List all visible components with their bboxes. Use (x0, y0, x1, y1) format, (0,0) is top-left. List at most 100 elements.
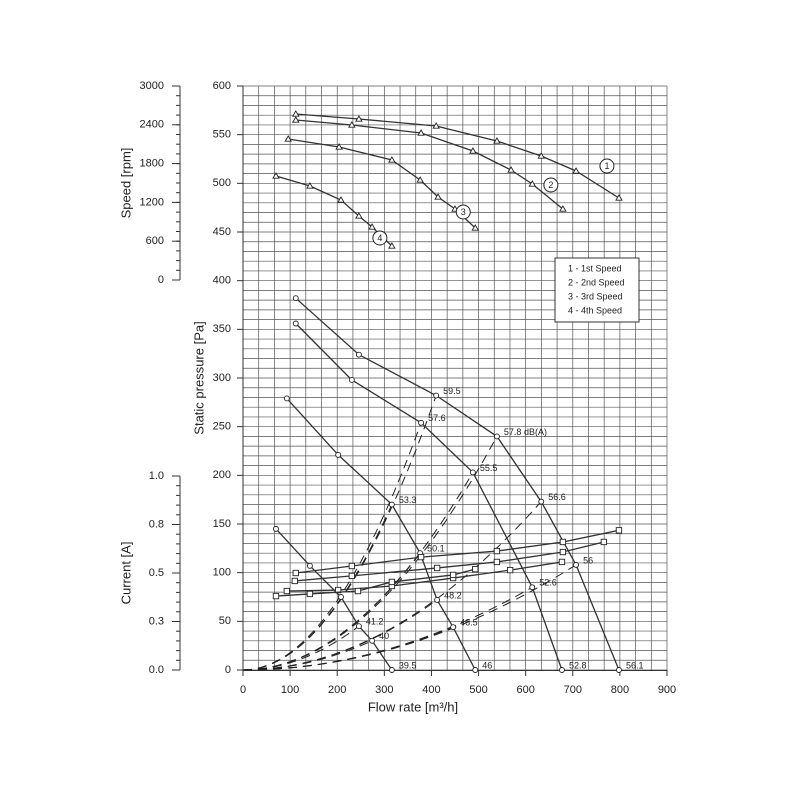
y-axis-label: Static pressure [Pa] (191, 321, 206, 434)
point (493, 137, 501, 144)
x-tick-label: 800 (611, 684, 629, 696)
point (615, 194, 623, 201)
point (306, 590, 314, 598)
noise-label: 55.5 (480, 463, 498, 473)
point (472, 667, 479, 673)
y-tick-label: 50 (219, 615, 231, 627)
point (283, 587, 290, 595)
curve-tag-circle (543, 177, 559, 193)
noise-label: 39.5 (399, 660, 417, 670)
speed-tick-label: 1800 (140, 158, 164, 170)
noise-label: 57.8 dB(A) (504, 427, 547, 437)
point (355, 623, 362, 630)
current-axis-label: Current [A] (118, 542, 133, 605)
point (469, 147, 477, 154)
x-tick-label: 400 (422, 684, 440, 696)
noise-label: 50.1 (427, 544, 445, 554)
point (306, 562, 313, 569)
point (337, 196, 345, 203)
series-line (286, 561, 563, 592)
point (600, 538, 608, 546)
point (335, 143, 343, 150)
y-tick-label: 200 (213, 469, 231, 481)
point (335, 451, 342, 458)
series-line (275, 568, 476, 597)
x-tick-label: 900 (658, 684, 676, 696)
y-tick-label: 0 (225, 664, 231, 676)
noise-label: 53.3 (399, 495, 417, 505)
point (348, 121, 356, 128)
current-tick-label: 0.8 (149, 518, 164, 530)
point (433, 564, 441, 572)
speed-tick-label: 2400 (140, 119, 164, 131)
speed-tick-label: 600 (146, 235, 164, 247)
noise-label: 52.6 (539, 578, 557, 588)
plot: 0 100 200 300 400 500 600 700 800 900050100150200… (140, 80, 677, 696)
point (493, 547, 501, 555)
system-curve (242, 640, 373, 671)
x-tick-label: 600 (516, 684, 534, 696)
curve-tag: 3 (461, 207, 466, 217)
point (434, 193, 442, 200)
point (449, 571, 457, 579)
noise-label: 41.2 (366, 617, 384, 627)
point (292, 320, 299, 327)
noise-label: 56 (583, 555, 593, 565)
speed-axis-label: Speed [rpm] (118, 148, 133, 219)
point (472, 565, 479, 573)
x-tick-label: 500 (469, 684, 487, 696)
point (558, 558, 566, 566)
point (355, 212, 363, 219)
point (355, 351, 362, 358)
point (355, 115, 363, 122)
point (433, 392, 440, 399)
point (291, 577, 298, 585)
point (493, 433, 500, 440)
point (507, 166, 515, 173)
series-line (294, 541, 605, 582)
x-tick-label: 200 (328, 684, 346, 696)
y-tick-label: 300 (213, 372, 231, 384)
curve-tag: 1 (604, 161, 609, 171)
point (348, 376, 355, 383)
point (450, 624, 457, 631)
point (573, 561, 580, 568)
current-tick-label: 0.5 (149, 567, 164, 579)
point (388, 501, 395, 508)
point (388, 156, 396, 163)
point (388, 667, 395, 673)
system-curve (242, 626, 454, 671)
point (291, 116, 300, 123)
point (493, 558, 501, 566)
speed-tick-label: 3000 (140, 80, 164, 92)
point (572, 167, 580, 174)
point (615, 527, 623, 534)
y-tick-label: 500 (213, 177, 231, 189)
point (432, 122, 440, 129)
point (354, 587, 362, 595)
grid (242, 85, 668, 671)
curve-tag-circle (455, 204, 471, 220)
current-tick-label: 0.0 (149, 664, 164, 676)
curve-tag: 4 (377, 233, 382, 243)
y-tick-label: 450 (213, 226, 231, 238)
point (506, 566, 514, 574)
legend-box (554, 257, 640, 323)
noise-label: 46 (482, 660, 492, 670)
point (538, 498, 545, 505)
point (284, 135, 293, 142)
y-tick-label: 350 (213, 323, 231, 335)
curve-tag: 2 (548, 180, 553, 190)
point (292, 569, 299, 577)
system-curve (242, 625, 360, 671)
series-line (275, 528, 393, 671)
point (417, 129, 425, 136)
point (338, 594, 344, 600)
point (559, 538, 567, 546)
point (306, 182, 314, 189)
system-curve (242, 436, 498, 671)
x-tick-label: 300 (375, 684, 393, 696)
point (416, 176, 424, 183)
